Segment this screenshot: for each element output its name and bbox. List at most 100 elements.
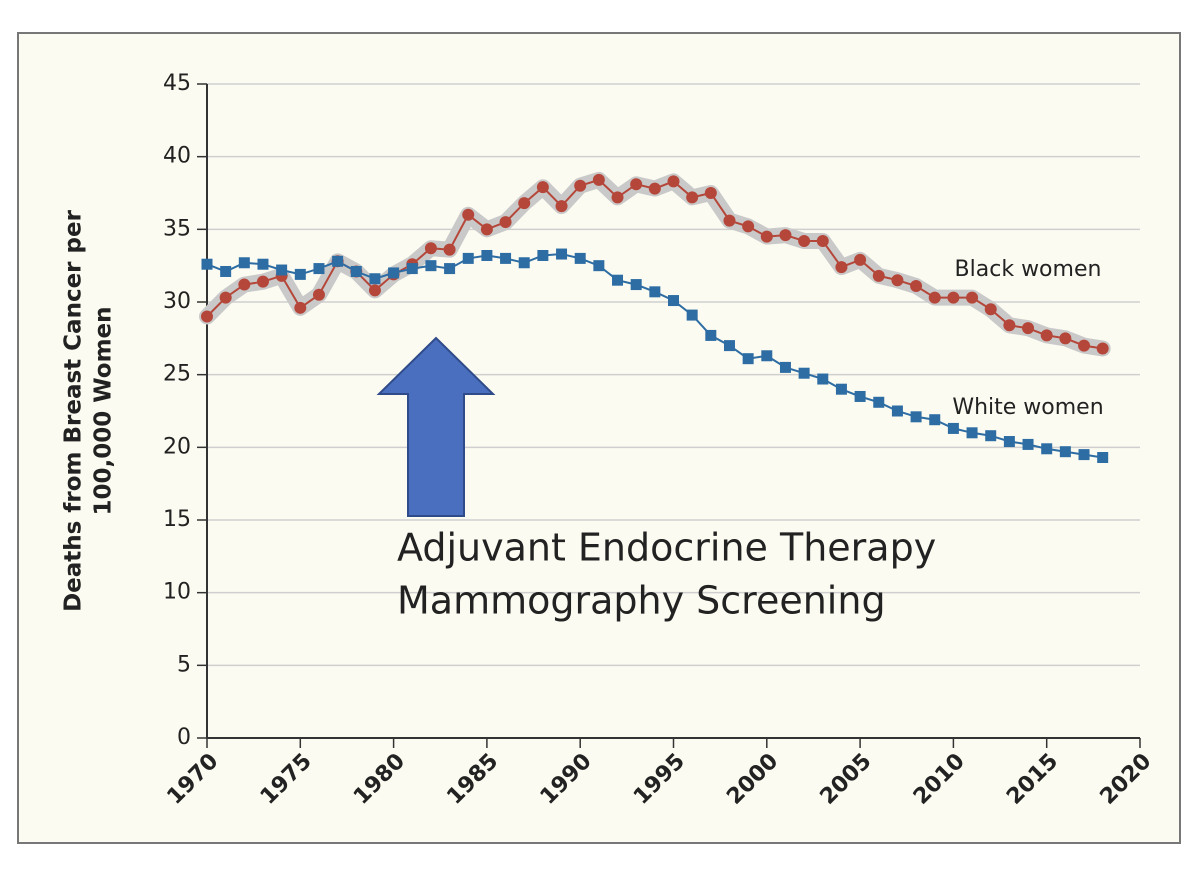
marker: [1041, 443, 1053, 455]
marker: [872, 269, 885, 282]
y-tick-label: 35: [163, 216, 191, 241]
y-axis-label-line: Deaths from Breast Cancer per: [61, 209, 87, 612]
marker: [500, 252, 512, 264]
marker: [480, 223, 493, 236]
marker: [537, 249, 549, 261]
marker: [686, 191, 699, 204]
marker: [760, 230, 773, 243]
marker: [947, 422, 959, 434]
marker: [929, 414, 941, 426]
marker: [1059, 446, 1071, 458]
marker: [574, 179, 587, 192]
marker: [201, 310, 213, 323]
y-tick-label: 10: [163, 580, 191, 605]
marker: [556, 248, 568, 260]
marker: [984, 303, 997, 316]
marker: [704, 187, 717, 199]
y-tick-label: 0: [177, 725, 191, 750]
marker: [854, 253, 867, 266]
marker: [723, 340, 735, 352]
marker: [742, 353, 754, 365]
marker: [518, 257, 530, 269]
marker: [928, 291, 941, 304]
plot: Black women White women: [201, 173, 1109, 464]
marker: [424, 242, 437, 255]
arrow: [376, 336, 496, 517]
marker: [425, 260, 437, 272]
marker: [798, 367, 810, 379]
marker: [966, 427, 978, 439]
marker: [1003, 436, 1015, 448]
marker: [742, 220, 755, 233]
y-tick-label: 15: [163, 507, 191, 532]
series-label: Black women: [955, 257, 1102, 282]
marker: [985, 430, 997, 442]
marker: [294, 301, 307, 314]
marker: [779, 361, 791, 373]
marker: [1003, 319, 1016, 332]
marker: [1078, 339, 1091, 352]
marker: [574, 252, 586, 264]
marker: [536, 181, 549, 194]
marker: [462, 252, 474, 264]
marker: [854, 390, 866, 402]
marker: [779, 229, 792, 242]
marker: [294, 268, 306, 280]
marker: [966, 291, 979, 304]
marker: [1097, 452, 1109, 464]
marker: [592, 173, 605, 186]
marker: [332, 255, 344, 267]
marker: [1022, 322, 1035, 335]
y-tick-label: 25: [163, 362, 191, 387]
marker: [1096, 342, 1109, 355]
marker: [238, 278, 251, 291]
marker: [612, 274, 624, 286]
marker: [630, 279, 642, 291]
marker: [611, 191, 624, 204]
marker: [649, 286, 661, 298]
marker: [686, 309, 698, 321]
marker: [798, 234, 811, 247]
marker: [630, 178, 643, 191]
marker: [444, 263, 456, 275]
marker: [499, 216, 512, 229]
marker: [276, 264, 288, 276]
marker: [518, 197, 531, 210]
marker: [835, 261, 848, 274]
y-axis-label: Deaths from Breast Cancer per 100,000 Wo…: [61, 209, 117, 612]
marker: [1040, 329, 1053, 342]
marker: [891, 274, 904, 287]
y-tick-label: 30: [163, 289, 191, 314]
marker: [368, 284, 381, 297]
marker: [705, 329, 717, 341]
y-tick-label: 40: [163, 144, 191, 169]
marker: [1022, 438, 1034, 450]
marker: [1078, 449, 1090, 461]
y-tick-label: 5: [177, 652, 191, 677]
marker: [593, 260, 605, 272]
series-label: White women: [952, 395, 1103, 420]
marker: [257, 258, 269, 270]
marker: [256, 275, 269, 288]
annotation: Adjuvant Endocrine Therapy: [397, 526, 936, 570]
marker: [313, 263, 325, 275]
marker: [369, 273, 381, 285]
marker: [947, 291, 960, 304]
marker: [220, 265, 232, 277]
y-axis-label-line: 100,000 Women: [91, 306, 117, 515]
marker: [891, 405, 903, 417]
marker: [816, 234, 829, 247]
marker: [648, 182, 661, 195]
marker: [201, 258, 213, 270]
y-tick-label: 45: [163, 71, 191, 96]
marker: [910, 411, 922, 423]
marker: [761, 350, 773, 362]
marker: [1059, 332, 1072, 345]
marker: [312, 288, 325, 301]
marker: [443, 243, 456, 256]
marker: [910, 280, 923, 293]
marker: [817, 373, 829, 385]
annotation: Mammography Screening: [397, 579, 886, 623]
marker: [873, 396, 885, 408]
